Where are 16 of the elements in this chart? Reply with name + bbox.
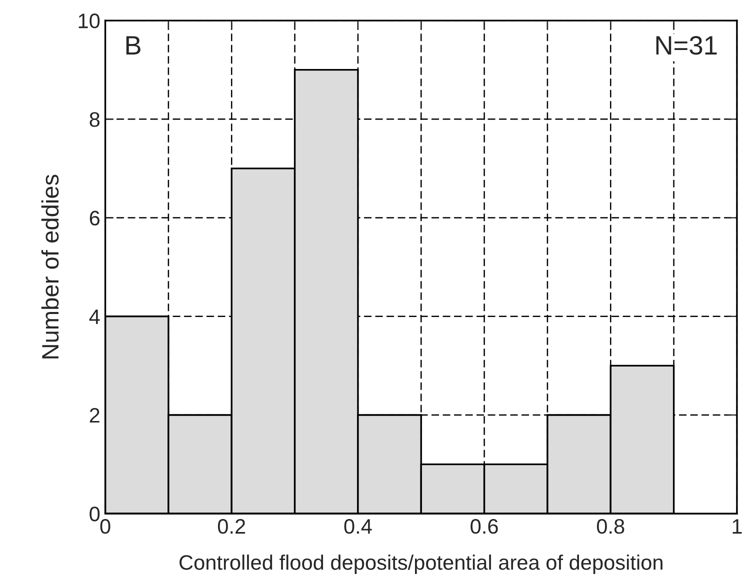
x-tick-label: 1 bbox=[732, 519, 742, 534]
x-tick-label: 0.2 bbox=[218, 519, 246, 534]
y-tick-label: 10 bbox=[78, 14, 100, 28]
y-tick-label: 0 bbox=[90, 506, 100, 522]
y-axis-title: Number of eddies bbox=[41, 174, 59, 358]
annotation: B bbox=[126, 36, 140, 54]
x-tick-label: 0.6 bbox=[470, 519, 498, 534]
y-tick-label: 6 bbox=[90, 210, 100, 226]
x-tick-label: 0.4 bbox=[344, 519, 372, 534]
y-tick-label: 4 bbox=[89, 310, 100, 324]
y-tick-label: 8 bbox=[90, 112, 100, 127]
annotation: N=31 bbox=[656, 36, 717, 55]
x-tick-label: 0.8 bbox=[596, 519, 624, 534]
y-tick-label: 2 bbox=[90, 408, 100, 423]
x-tick-label: 0 bbox=[100, 519, 110, 534]
x-axis-title: Controlled flood deposits/potential area of deposition bbox=[180, 554, 662, 574]
